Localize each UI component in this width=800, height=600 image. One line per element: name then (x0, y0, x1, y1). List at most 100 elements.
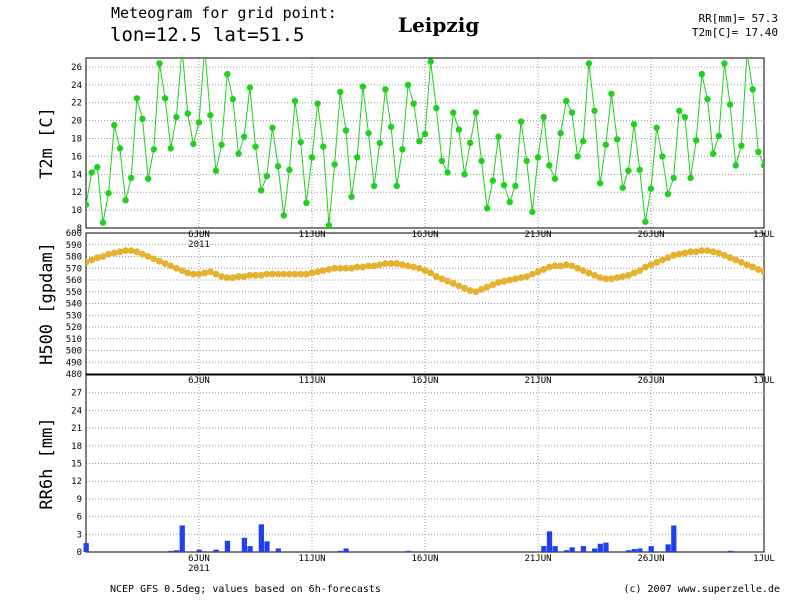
data-point (116, 248, 124, 256)
data-point (444, 277, 451, 285)
x-tick-label: 26JUN (637, 554, 664, 564)
data-point (93, 254, 101, 262)
data-point (382, 260, 389, 267)
data-point (687, 174, 694, 182)
data-point (359, 83, 367, 90)
data-point (523, 157, 530, 165)
data-point (596, 274, 604, 282)
data-point (693, 137, 700, 144)
data-point (726, 254, 734, 262)
data-point (472, 288, 480, 296)
t2m-summary: T2m[C]= 17.40 (691, 26, 778, 39)
data-point (286, 270, 293, 278)
data-point (88, 169, 95, 176)
data-point (387, 123, 395, 131)
y-axis-title: T2m [C] (37, 107, 57, 179)
x-year-label: 2011 (188, 564, 210, 574)
data-point (404, 81, 412, 89)
data-point (450, 109, 457, 116)
data-point (173, 264, 180, 272)
data-point (619, 184, 626, 191)
data-point (348, 193, 355, 200)
x-tick-label: 21JUN (524, 230, 551, 240)
data-point (698, 247, 706, 255)
y-tick-label: 21 (71, 424, 82, 434)
data-point (308, 154, 316, 161)
data-point (291, 97, 299, 105)
data-point (580, 138, 587, 145)
data-point (303, 199, 310, 207)
data-point (337, 88, 344, 96)
data-point (619, 273, 627, 280)
data-point (585, 269, 593, 277)
data-point (319, 267, 327, 274)
y-tick-label: 530 (66, 311, 82, 321)
data-point (342, 264, 350, 272)
data-point (438, 157, 446, 165)
data-point (167, 145, 174, 152)
data-point (241, 133, 248, 140)
data-point (331, 161, 338, 168)
data-point (579, 267, 587, 274)
data-point (190, 140, 197, 148)
data-point (314, 268, 322, 276)
data-point (591, 107, 598, 114)
data-point (506, 276, 514, 284)
location-title: Leipzig (398, 13, 480, 37)
data-point (359, 263, 367, 271)
precip-bar (275, 548, 281, 552)
data-point (641, 263, 649, 271)
y-tick-label: 510 (66, 335, 82, 345)
data-point (483, 205, 491, 212)
precip-bar (603, 542, 609, 552)
data-point (721, 251, 728, 259)
data-point (240, 273, 248, 280)
data-point (551, 262, 559, 270)
data-point (280, 212, 287, 219)
precip-bar (597, 543, 603, 552)
data-point (715, 132, 722, 140)
y-tick-label: 600 (66, 229, 82, 239)
data-point (269, 270, 276, 278)
data-point (449, 280, 457, 287)
data-point (235, 273, 242, 280)
data-point (630, 121, 638, 128)
title-line-1: Meteogram for grid point: (111, 4, 337, 22)
data-point (613, 274, 621, 282)
data-point (766, 184, 772, 190)
data-point (144, 253, 152, 260)
data-point (562, 261, 570, 269)
data-point (393, 260, 401, 267)
data-point (116, 145, 124, 152)
panel-frame (85, 232, 765, 375)
data-point (376, 261, 384, 269)
data-point (461, 284, 468, 292)
data-point (455, 282, 463, 290)
data-point (743, 261, 751, 269)
data-point (625, 167, 632, 174)
data-point (218, 273, 226, 280)
data-point (399, 146, 406, 153)
x-tick-label: 1JUL (753, 554, 775, 564)
y-tick-label: 520 (66, 323, 82, 333)
data-point (139, 250, 146, 258)
data-point (274, 163, 282, 170)
data-point (585, 60, 593, 67)
data-point (195, 270, 203, 278)
data-point (314, 100, 321, 107)
precip-bar (665, 544, 671, 552)
data-point (195, 119, 203, 126)
data-point (224, 70, 231, 78)
precip-bar (405, 550, 411, 552)
data-point (506, 198, 513, 206)
data-point (173, 113, 180, 121)
precip-bar (625, 550, 632, 552)
precip-bar (648, 546, 654, 552)
data-point (472, 109, 480, 116)
data-point (664, 190, 672, 198)
data-point (591, 271, 598, 279)
data-point (212, 167, 220, 174)
precip-bar (264, 541, 270, 552)
precip-bar (563, 550, 570, 552)
x-tick-label: 21JUN (524, 554, 551, 564)
